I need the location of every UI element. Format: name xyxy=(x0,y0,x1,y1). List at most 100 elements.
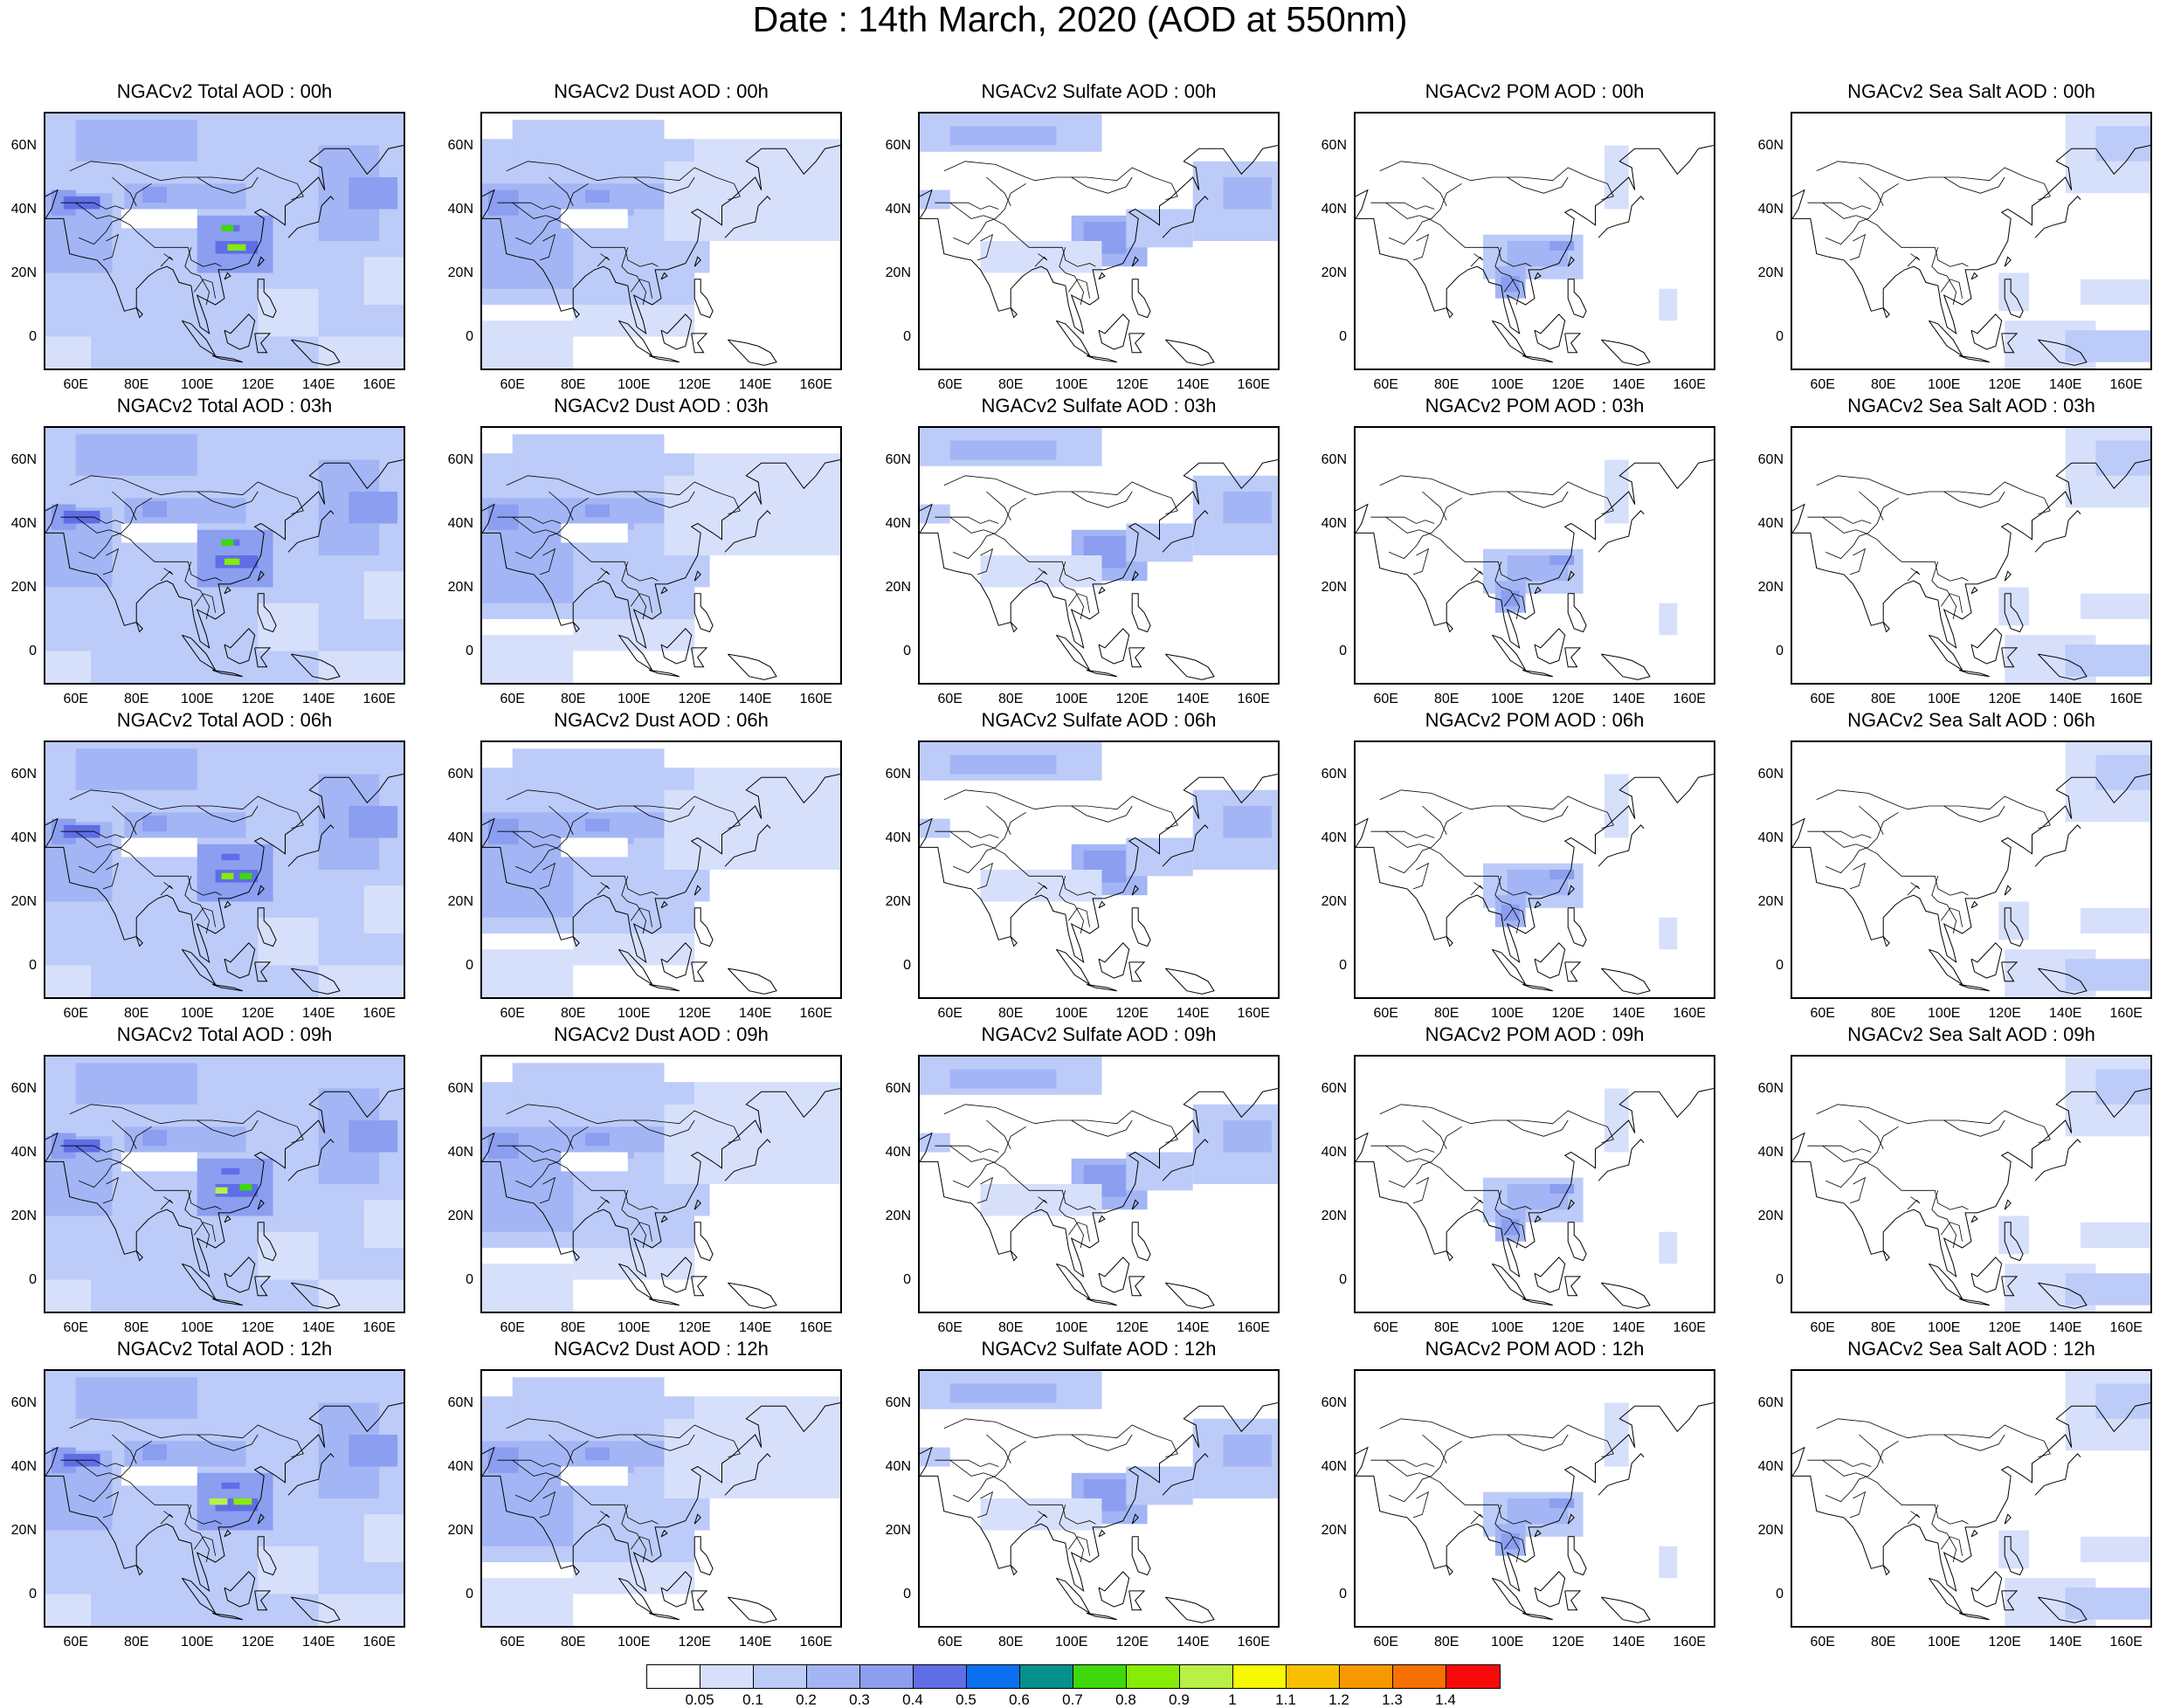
panel-title: NGACv2 Dust AOD : 06h xyxy=(554,709,769,731)
country-border xyxy=(986,1119,1011,1149)
coastline xyxy=(660,628,693,665)
aod-cell xyxy=(920,1133,950,1153)
country-border xyxy=(1807,1145,1872,1153)
coastline xyxy=(1086,355,1117,363)
coastline xyxy=(1446,936,1453,947)
country-border xyxy=(1470,1511,1484,1525)
x-tick-label: 80E xyxy=(998,377,1024,392)
country-border xyxy=(1379,161,1614,200)
coastline xyxy=(1567,1513,1575,1525)
coastline xyxy=(2038,968,2088,995)
coastline xyxy=(728,653,777,680)
country-border xyxy=(506,475,741,514)
y-tick-label: 60N xyxy=(1321,1080,1347,1096)
y-tick-label: 60N xyxy=(10,137,37,153)
x-tick-label: 120E xyxy=(241,1006,274,1021)
country-border xyxy=(1822,516,1969,582)
x-tick-label: 160E xyxy=(1673,1320,1706,1335)
x-tick-label: 120E xyxy=(1988,1635,2021,1649)
coastline xyxy=(728,339,777,366)
country-border xyxy=(197,805,259,823)
map-panel xyxy=(1354,1055,1715,1313)
coastline xyxy=(660,272,668,280)
coastline xyxy=(211,669,243,678)
colorbar-swatch xyxy=(1127,1665,1180,1688)
country-border xyxy=(1940,593,1963,613)
x-tick-label: 160E xyxy=(362,1006,396,1021)
coastline xyxy=(728,1596,777,1623)
coastline xyxy=(2004,1222,2024,1262)
x-tick-label: 120E xyxy=(678,1635,711,1649)
aod-cell xyxy=(585,818,610,832)
x-tick-label: 120E xyxy=(1551,692,1584,706)
coastline xyxy=(224,1215,231,1223)
country-border xyxy=(1849,1176,1867,1204)
country-border xyxy=(69,161,304,200)
aod-cell xyxy=(130,1470,191,1480)
coastline xyxy=(2004,885,2012,896)
aod-field-map xyxy=(482,114,840,368)
country-border xyxy=(935,202,999,210)
country-border xyxy=(1071,805,1133,823)
coastline xyxy=(691,961,708,982)
y-tick-label: 20N xyxy=(447,893,473,909)
coastline xyxy=(2001,333,2019,354)
x-tick-label: 120E xyxy=(241,692,274,706)
country-border xyxy=(1825,811,1899,874)
colorbar-swatch xyxy=(1073,1665,1127,1688)
aod-cell xyxy=(258,1546,319,1594)
country-border xyxy=(549,805,574,835)
panel-title: NGACv2 POM AOD : 09h xyxy=(1425,1023,1645,1045)
colorbar-swatch xyxy=(967,1665,1020,1688)
colorbar-swatch xyxy=(1233,1665,1287,1688)
y-tick-label: 0 xyxy=(903,1586,911,1601)
coastline xyxy=(618,320,653,356)
coastline xyxy=(2004,1513,2012,1525)
country-border xyxy=(1379,1418,1614,1457)
colorbar-label: 1 xyxy=(1228,1691,1237,1708)
country-border xyxy=(953,1126,1026,1188)
colorbar-swatch xyxy=(807,1665,860,1688)
coastline xyxy=(1601,1596,1651,1623)
aod-cell xyxy=(363,257,404,305)
coastline xyxy=(1446,622,1453,633)
country-border xyxy=(193,593,216,613)
y-tick-label: 0 xyxy=(29,1586,37,1601)
country-border xyxy=(69,789,304,829)
colorbar-label: 0.6 xyxy=(1009,1691,1030,1708)
country-border xyxy=(69,475,304,514)
panel-title: NGACv2 Dust AOD : 12h xyxy=(554,1338,769,1360)
coastline xyxy=(224,1571,256,1608)
country-border xyxy=(621,1505,647,1563)
coastline xyxy=(660,900,668,909)
aod-cell xyxy=(2081,907,2150,933)
coastline xyxy=(572,622,580,633)
aod-cell xyxy=(2081,1222,2150,1248)
country-border xyxy=(184,1505,210,1563)
country-border xyxy=(949,202,1096,267)
y-tick-label: 20N xyxy=(885,893,911,909)
aod-cell xyxy=(1998,272,2030,312)
aod-cell xyxy=(482,635,574,683)
coastline xyxy=(135,622,143,633)
country-border xyxy=(1907,253,1921,267)
x-tick-label: 60E xyxy=(1373,1635,1398,1649)
coastline xyxy=(1010,936,1018,947)
y-tick-label: 60N xyxy=(885,1080,911,1096)
x-tick-label: 120E xyxy=(1988,1006,2021,1021)
coastline xyxy=(291,1596,341,1623)
aod-cell xyxy=(1998,1216,2030,1255)
country-border xyxy=(1943,1119,2005,1137)
aod-cell xyxy=(482,1578,574,1626)
aod-field-map xyxy=(1356,742,1714,997)
aod-cell xyxy=(2065,959,2150,991)
aod-field-map xyxy=(1792,742,2150,997)
coastline xyxy=(2001,1276,2019,1297)
x-tick-label: 160E xyxy=(362,1320,396,1335)
coastline xyxy=(257,256,265,267)
map-panel xyxy=(44,112,405,370)
country-border xyxy=(986,491,1011,520)
country-border xyxy=(512,1459,659,1525)
aod-cell xyxy=(2095,440,2150,476)
x-tick-label: 60E xyxy=(937,1006,963,1021)
